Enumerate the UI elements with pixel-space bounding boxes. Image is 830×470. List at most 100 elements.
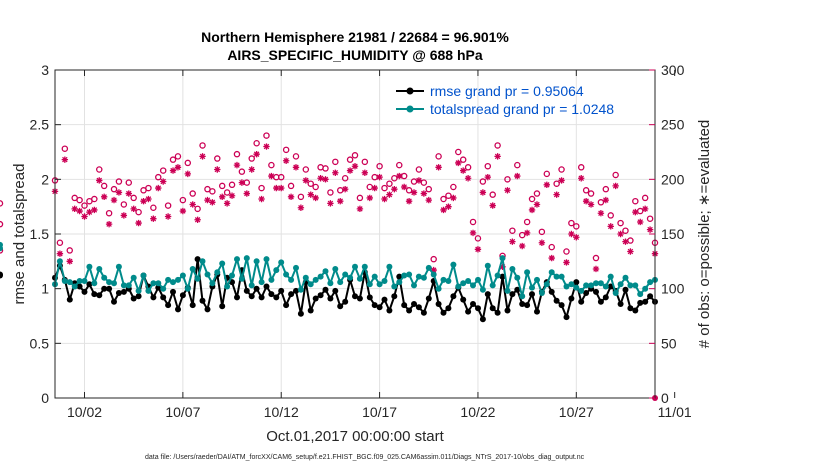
obs-evaluated-marker xyxy=(602,196,610,204)
chart-title-line1: Northern Hemisphere 21981 / 22684 = 96.9… xyxy=(201,29,509,45)
obs-possible-marker xyxy=(194,205,201,213)
rmse-point xyxy=(548,288,555,295)
x-tick-label: 10/22 xyxy=(460,404,495,420)
rmse-point xyxy=(165,302,172,309)
obs-possible-marker xyxy=(420,179,428,186)
obs-evaluated-marker xyxy=(287,193,295,201)
rmse-point xyxy=(120,288,127,295)
totalspread-point xyxy=(258,279,265,286)
rmse-point xyxy=(425,295,432,302)
obs-evaluated-marker xyxy=(592,265,600,273)
totalspread-point xyxy=(111,280,117,287)
rmse-point xyxy=(288,291,295,298)
obs-evaluated-marker xyxy=(607,223,614,230)
rmse-point xyxy=(406,307,413,314)
y-right-tick-label: 150 xyxy=(661,226,685,242)
obs-evaluated-marker xyxy=(253,150,260,158)
obs-possible-marker xyxy=(91,195,98,203)
rmse-point xyxy=(529,291,535,298)
obs-evaluated-marker xyxy=(346,167,354,174)
obs-evaluated-marker xyxy=(597,210,605,217)
obs-evaluated-marker xyxy=(361,169,369,176)
rmse-point xyxy=(96,292,103,299)
totalspread-point xyxy=(268,276,275,283)
obs-count-series xyxy=(0,132,659,401)
obs-evaluated-marker xyxy=(578,175,585,182)
totalspread-point xyxy=(617,281,624,288)
obs-evaluated-marker xyxy=(297,204,305,211)
obs-evaluated-marker xyxy=(381,195,388,203)
rmse-point xyxy=(342,298,349,305)
obs-evaluated-marker xyxy=(332,169,339,176)
obs-evaluated-marker xyxy=(150,215,157,222)
rmse-point xyxy=(479,316,486,323)
totalspread-point xyxy=(563,283,570,290)
totalspread-point xyxy=(504,287,511,294)
obs-possible-marker xyxy=(263,132,270,139)
obs-possible-marker xyxy=(184,159,192,167)
rmse-point xyxy=(160,294,167,301)
obs-evaluated-marker xyxy=(484,173,491,181)
rmse-point xyxy=(234,294,240,301)
totalspread-point xyxy=(371,273,378,280)
legend: rmse grand pr = 0.95064 totalspread gran… xyxy=(396,83,614,117)
rmse-point xyxy=(337,303,344,310)
totalspread-point xyxy=(293,264,299,271)
rmse-point xyxy=(258,294,265,301)
obs-possible-marker xyxy=(356,194,364,202)
legend-totalspread-marker xyxy=(406,105,414,113)
obs-evaluated-marker xyxy=(641,205,649,213)
obs-evaluated-marker xyxy=(317,175,324,182)
obs-evaluated-marker xyxy=(499,263,506,270)
totalspread-series xyxy=(0,241,658,300)
totalspread-point xyxy=(125,282,132,289)
obs-evaluated-marker xyxy=(194,216,201,223)
rmse-point xyxy=(307,307,314,314)
totalspread-point xyxy=(455,283,462,290)
obs-evaluated-marker xyxy=(509,238,516,245)
totalspread-point xyxy=(460,280,467,287)
totalspread-point xyxy=(160,285,167,292)
rmse-point xyxy=(150,294,157,301)
totalspread-point xyxy=(184,285,191,292)
obs-evaluated-marker xyxy=(464,175,472,182)
obs-evaluated-marker xyxy=(209,199,216,206)
rmse-point xyxy=(322,286,329,293)
obs-evaluated-marker xyxy=(420,190,428,197)
obs-possible-marker xyxy=(568,219,575,227)
obs-possible-marker xyxy=(218,182,226,190)
obs-evaluated-marker xyxy=(120,212,128,219)
rmse-point xyxy=(175,306,181,313)
obs-evaluated-marker xyxy=(140,198,147,205)
rmse-point xyxy=(396,273,403,280)
totalspread-point xyxy=(120,282,127,289)
obs-possible-marker xyxy=(150,204,157,212)
obs-possible-marker xyxy=(582,187,590,194)
obs-possible-marker xyxy=(292,153,300,160)
totalspread-point xyxy=(435,285,442,292)
totalspread-point xyxy=(573,284,580,291)
totalspread-point xyxy=(558,273,565,280)
totalspread-point xyxy=(356,275,363,282)
obs-possible-marker xyxy=(0,220,4,228)
rmse-point xyxy=(66,296,73,303)
obs-possible-marker xyxy=(494,142,501,149)
y-axis-label: rmse and totalspread xyxy=(11,164,28,305)
obs-possible-marker xyxy=(509,227,516,234)
obs-possible-marker xyxy=(504,176,511,183)
obs-possible-marker xyxy=(179,196,187,204)
totalspread-point xyxy=(440,276,447,283)
obs-possible-marker xyxy=(125,179,133,186)
rmse-point xyxy=(504,307,511,314)
obs-evaluated-marker xyxy=(469,229,477,237)
rmse-point xyxy=(524,302,531,309)
totalspread-point xyxy=(484,262,491,269)
rmse-point xyxy=(420,309,427,316)
obs-possible-marker xyxy=(105,209,113,217)
obs-possible-marker xyxy=(56,239,64,246)
totalspread-point xyxy=(612,290,619,296)
obs-possible-marker xyxy=(155,173,162,181)
totalspread-point xyxy=(406,271,413,278)
obs-evaluated-marker xyxy=(130,205,137,213)
